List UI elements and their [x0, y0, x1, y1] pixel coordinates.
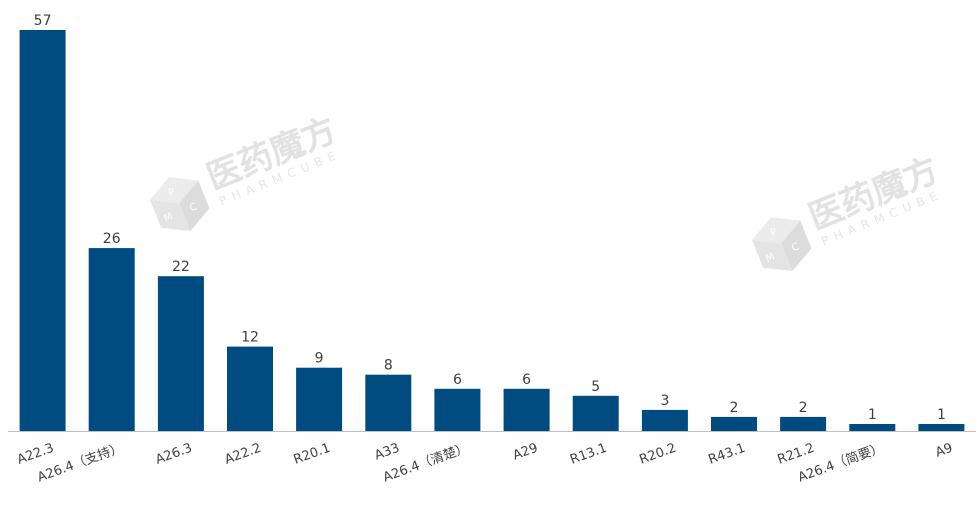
watermark-right: P M C 医药魔方 PHARMCUBE	[752, 150, 945, 272]
bar-value-label: 1	[868, 407, 877, 423]
bar-value-label: 8	[384, 358, 393, 374]
bar	[711, 416, 757, 431]
bar	[365, 374, 412, 431]
bar	[88, 248, 135, 431]
bar-value-label: 12	[241, 330, 259, 346]
bar	[572, 395, 619, 431]
bar	[19, 30, 66, 431]
bar	[296, 367, 343, 431]
bar-value-label: 6	[522, 372, 531, 388]
bar-value-label: 2	[799, 400, 808, 416]
x-tick-label: A22.2	[223, 441, 264, 468]
bar	[503, 388, 550, 431]
bar-value-label: 22	[172, 259, 190, 275]
bar-value-label: 57	[34, 13, 52, 29]
x-tick-label: R21.2	[776, 441, 817, 468]
watermark-logo-icon: P M C	[752, 217, 812, 272]
bar	[641, 409, 688, 431]
bar	[849, 424, 896, 431]
bar-value-label: 9	[315, 351, 324, 367]
x-tick-label: R13.1	[568, 441, 609, 468]
x-tick-label: A22.3	[15, 441, 56, 468]
watermark-logo-icon: P M C	[150, 177, 210, 232]
bar	[918, 424, 965, 431]
bar-value-label: 1	[937, 407, 946, 423]
watermark-logo-letter: C	[790, 241, 801, 254]
bar-value-label: 5	[591, 379, 600, 395]
bar-value-label: 2	[730, 400, 739, 416]
watermark-logo-letter: C	[188, 201, 199, 214]
x-tick-label: R20.1	[292, 441, 333, 468]
bar	[780, 416, 827, 431]
x-tick-label: R43.1	[707, 441, 748, 468]
bars-layer	[19, 30, 965, 431]
watermark-logo-letter: M	[162, 211, 174, 224]
watermark-logo-letter: P	[167, 187, 177, 199]
x-tick-label: A26.3	[154, 441, 195, 468]
bar-value-label: 26	[103, 231, 121, 247]
bar-value-label: 3	[660, 393, 669, 409]
watermark-left: P M C 医药魔方 PHARMCUBE	[150, 110, 343, 232]
x-tick-label: A33	[373, 441, 402, 464]
x-tick-label: A9	[934, 441, 955, 461]
bar	[434, 388, 481, 431]
bar-value-label: 6	[453, 372, 462, 388]
bar	[157, 276, 204, 431]
x-tick-label: A29	[511, 441, 540, 464]
watermark-logo-letter: P	[769, 227, 779, 239]
watermark-logo-letter: M	[764, 251, 776, 264]
x-tick-label: R20.2	[637, 441, 678, 468]
bar	[227, 346, 273, 431]
